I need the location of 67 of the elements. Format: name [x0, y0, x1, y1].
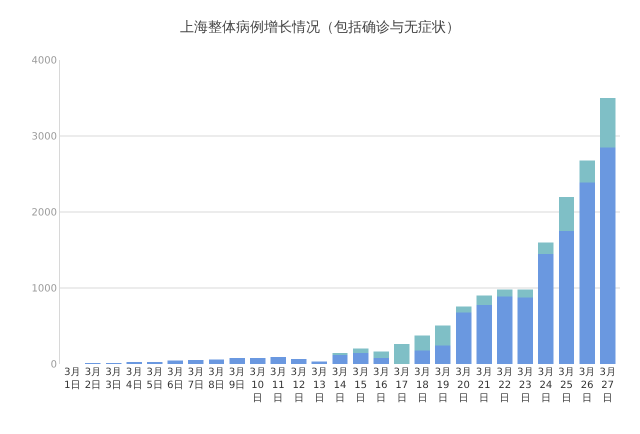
bar	[579, 160, 595, 182]
bar	[312, 361, 328, 364]
x-tick-label: 3月2日	[84, 367, 102, 391]
x-tick-label: 3月4日	[126, 367, 142, 391]
x-tick-label: 3月19日	[434, 367, 452, 404]
x-tick-label: 3月5日	[146, 367, 163, 391]
bar	[496, 296, 512, 364]
bar	[435, 326, 451, 346]
x-tick-label: 3月7日	[188, 367, 204, 391]
bar	[250, 358, 266, 364]
chart-title: 上海整体病例增长情况（包括确诊与无症状）	[180, 20, 460, 36]
bar	[373, 358, 389, 364]
bar	[414, 350, 430, 364]
bar	[476, 304, 492, 364]
x-tick-label: 3月23日	[517, 367, 534, 404]
bar	[352, 348, 368, 354]
x-tick-label: 3月18日	[414, 367, 431, 404]
bar	[456, 306, 472, 313]
bar	[168, 360, 184, 364]
y-tick-label: 4000	[32, 56, 57, 66]
bar	[435, 346, 451, 364]
bar	[518, 298, 534, 364]
bar	[538, 242, 554, 254]
x-tick-label: 3月1日	[64, 367, 81, 391]
x-tick-label: 3月11日	[270, 367, 286, 404]
x-tick-label: 3月26日	[578, 367, 596, 404]
bar	[456, 312, 472, 364]
bar	[600, 147, 616, 364]
x-tick-label: 3月6日	[167, 367, 184, 391]
x-tick-label: 3月14日	[332, 367, 348, 404]
x-tick-label: 3月9日	[228, 367, 246, 391]
bar	[373, 352, 389, 358]
y-tick-label: 3000	[32, 132, 57, 142]
y-tick-label: 0	[50, 360, 57, 370]
x-tick-label: 3月16日	[372, 367, 390, 404]
y-tick-label: 1000	[32, 284, 57, 294]
bar	[188, 360, 204, 364]
bar	[518, 290, 534, 298]
bar	[270, 357, 286, 364]
x-tick-label: 3月3日	[105, 367, 122, 391]
x-tick-label: 3月25日	[558, 367, 575, 404]
bar	[352, 353, 368, 364]
x-tick-label: 3月21日	[476, 367, 492, 404]
x-tick-label: 3月12日	[290, 367, 308, 404]
bar	[538, 254, 554, 364]
bar	[414, 335, 430, 350]
bar	[558, 231, 574, 364]
x-tick-label: 3月22日	[496, 367, 513, 404]
bar	[394, 344, 410, 364]
bar	[496, 290, 512, 296]
bar	[229, 358, 245, 364]
x-tick-label: 3月8日	[208, 367, 225, 391]
bar	[332, 354, 348, 364]
bar	[476, 296, 492, 305]
bar	[558, 196, 574, 231]
bar	[291, 358, 307, 364]
bar	[579, 182, 595, 364]
x-tick-label: 3月20日	[455, 367, 472, 404]
x-tick-label: 3月24日	[538, 367, 554, 404]
bar	[208, 359, 224, 364]
x-tick-label: 3月13日	[311, 367, 328, 404]
x-tick-label: 3月27日	[599, 367, 616, 404]
y-tick-label: 2000	[32, 208, 57, 218]
x-tick-label: 3月15日	[352, 367, 369, 404]
x-tick-label: 3月17日	[394, 367, 410, 404]
bar	[600, 98, 616, 148]
x-tick-label: 3月10日	[249, 367, 266, 404]
